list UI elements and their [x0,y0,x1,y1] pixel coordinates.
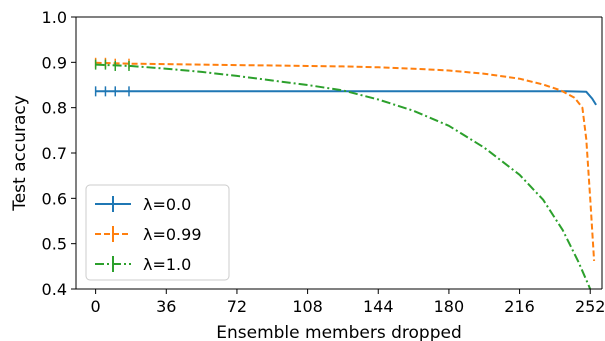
x-tick-label: 0 [91,297,101,316]
legend-label-2: λ=1.0 [143,255,191,274]
y-tick-label: 0.6 [42,189,67,208]
series-line-2 [95,63,592,289]
legend-label-1: λ=0.99 [143,225,202,244]
legend: λ=0.0 λ=0.99 λ=1.0 [85,184,230,281]
legend-label-0: λ=0.0 [143,195,191,214]
y-tick-label: 0.9 [42,53,67,72]
y-tick-label: 0.7 [42,144,67,163]
x-tick-label: 72 [227,297,247,316]
legend-box [85,184,230,281]
ticks-layer: 0 36 72 108 144 180 216 252 0.4 0.5 0.6 0.7 0.8 0.9 1.… [42,8,605,316]
series-line-0 [95,90,597,106]
y-tick-label: 1.0 [42,8,67,27]
y-axis-label: Test accuracy [10,95,30,212]
y-tick-label: 0.4 [42,280,67,299]
x-tick-label: 180 [434,297,465,316]
x-tick-label: 252 [575,297,605,316]
x-tick-label: 144 [363,297,394,316]
x-tick-label: 36 [156,297,176,316]
y-tick-label: 0.5 [42,235,67,254]
x-axis-label: Ensemble members dropped [216,323,462,341]
series-layer [94,57,597,289]
x-tick-label: 108 [292,297,323,316]
y-tick-label: 0.8 [42,99,67,118]
series-line-1 [95,61,596,261]
x-tick-label: 216 [504,297,535,316]
